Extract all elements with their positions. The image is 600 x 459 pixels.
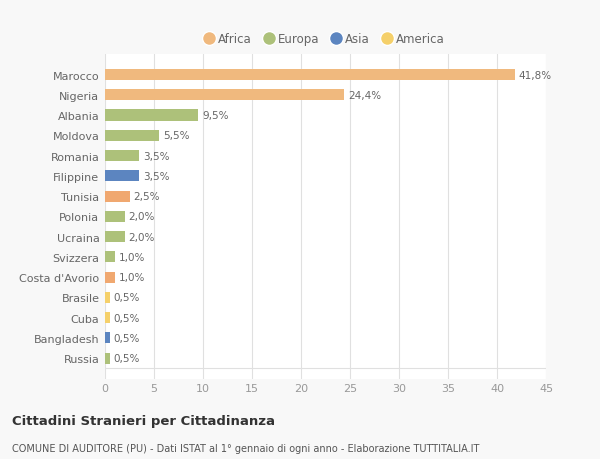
Text: 2,5%: 2,5%: [133, 192, 160, 202]
Text: 0,5%: 0,5%: [114, 353, 140, 364]
Bar: [105, 151, 139, 162]
Bar: [105, 70, 515, 81]
Bar: [105, 313, 110, 324]
Bar: [105, 252, 115, 263]
Legend: Africa, Europa, Asia, America: Africa, Europa, Asia, America: [202, 28, 449, 51]
Text: 2,0%: 2,0%: [128, 212, 155, 222]
Bar: [105, 231, 125, 243]
Text: 2,0%: 2,0%: [128, 232, 155, 242]
Bar: [105, 171, 139, 182]
Text: 5,5%: 5,5%: [163, 131, 190, 141]
Bar: [105, 333, 110, 344]
Text: 1,0%: 1,0%: [119, 252, 145, 262]
Text: 3,5%: 3,5%: [143, 151, 170, 161]
Text: 41,8%: 41,8%: [518, 70, 551, 80]
Text: COMUNE DI AUDITORE (PU) - Dati ISTAT al 1° gennaio di ogni anno - Elaborazione T: COMUNE DI AUDITORE (PU) - Dati ISTAT al …: [12, 443, 479, 453]
Bar: [105, 90, 344, 101]
Text: 0,5%: 0,5%: [114, 333, 140, 343]
Text: 3,5%: 3,5%: [143, 172, 170, 181]
Bar: [105, 272, 115, 283]
Text: Cittadini Stranieri per Cittadinanza: Cittadini Stranieri per Cittadinanza: [12, 414, 275, 428]
Text: 1,0%: 1,0%: [119, 273, 145, 283]
Text: 24,4%: 24,4%: [348, 90, 381, 101]
Bar: [105, 353, 110, 364]
Bar: [105, 130, 159, 141]
Text: 9,5%: 9,5%: [202, 111, 229, 121]
Bar: [105, 292, 110, 303]
Text: 0,5%: 0,5%: [114, 313, 140, 323]
Text: 0,5%: 0,5%: [114, 293, 140, 303]
Bar: [105, 191, 130, 202]
Bar: [105, 211, 125, 223]
Bar: [105, 110, 198, 121]
